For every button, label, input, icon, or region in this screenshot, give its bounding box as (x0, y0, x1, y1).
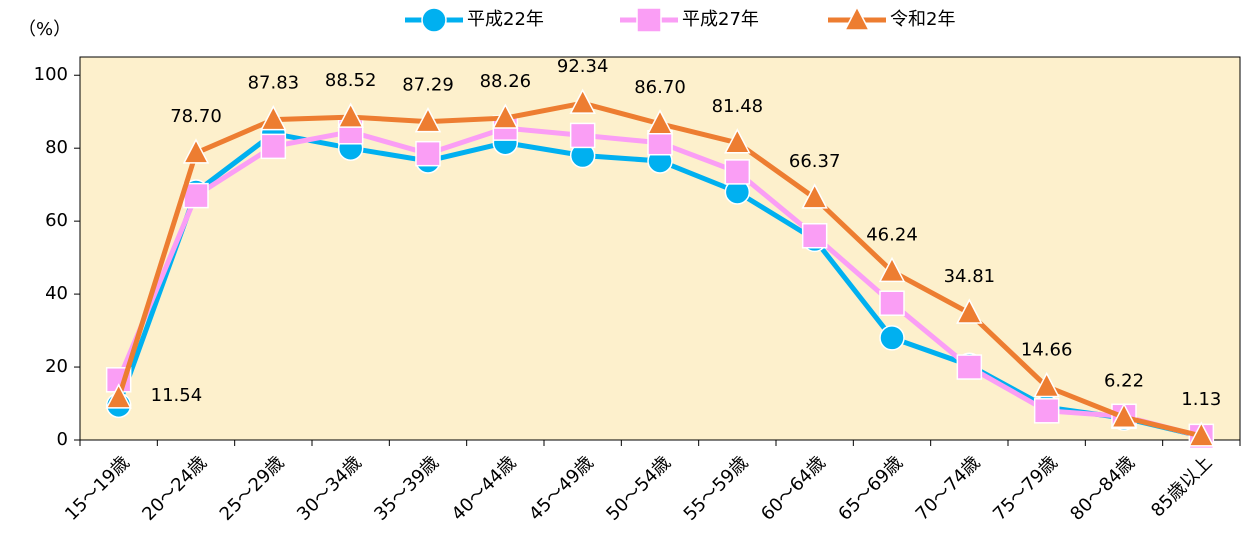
x-tick-label: 80～84歳 (1066, 452, 1139, 525)
x-tick-label: 40～44歳 (448, 452, 521, 525)
marker (879, 325, 905, 351)
legend-label: 令和2年 (890, 9, 955, 30)
x-tick-label: 55～59歳 (680, 452, 753, 525)
data-label: 87.83 (248, 73, 300, 94)
y-tick-label: 0 (57, 429, 68, 450)
data-label: 14.66 (1021, 340, 1073, 361)
data-label: 66.37 (789, 151, 841, 172)
x-tick-label: 25～29歳 (216, 452, 289, 525)
data-label: 88.26 (480, 71, 532, 92)
marker (1110, 402, 1138, 429)
marker (260, 133, 287, 160)
data-label: 88.52 (325, 70, 377, 91)
legend-label: 平成22年 (467, 9, 544, 30)
x-tick-label: 35～39歳 (370, 452, 443, 525)
x-tick-label: 45～49歳 (525, 452, 598, 525)
data-label: 78.70 (170, 106, 222, 127)
data-label: 6.22 (1104, 370, 1144, 391)
x-tick-label: 20～24歳 (138, 452, 211, 525)
x-tick-label: 60～64歳 (757, 452, 830, 525)
marker (647, 129, 673, 156)
legend-label: 平成27年 (682, 9, 759, 30)
x-tick-label: 30～34歳 (293, 452, 366, 525)
data-label: 1.13 (1181, 389, 1221, 410)
x-tick-label: 50～54歳 (602, 452, 675, 525)
marker (260, 105, 287, 131)
marker (492, 103, 519, 129)
y-tick-label: 100 (34, 64, 68, 85)
data-label: 86.70 (634, 77, 686, 98)
data-label: 46.24 (866, 224, 918, 245)
marker (569, 122, 596, 149)
marker (801, 183, 828, 209)
x-tick-label: 65～69歳 (834, 452, 907, 525)
marker (801, 222, 828, 249)
y-tick-label: 40 (45, 283, 68, 304)
legend-marker (421, 7, 447, 33)
legend-marker (636, 7, 662, 33)
marker (1188, 421, 1215, 447)
marker (569, 88, 596, 114)
y-tick-label: 80 (45, 137, 68, 158)
x-tick-label: 70～74歳 (912, 452, 985, 525)
x-tick-label: 85歳以上 (1147, 452, 1216, 521)
data-label: 87.29 (402, 75, 454, 96)
y-tick-label: 60 (45, 210, 68, 231)
marker (646, 109, 674, 135)
marker (1033, 398, 1060, 424)
marker (414, 106, 442, 133)
marker (337, 102, 364, 128)
data-label: 34.81 (944, 266, 996, 287)
marker (1033, 371, 1060, 398)
x-tick-label: 75～79歳 (989, 452, 1062, 525)
y-axis-label: （%） (18, 19, 71, 40)
data-label: 81.48 (712, 96, 764, 117)
data-label: 11.54 (151, 385, 203, 406)
legend-marker (843, 5, 871, 31)
data-label: 92.34 (557, 56, 609, 77)
marker (724, 128, 751, 154)
marker (724, 159, 751, 185)
marker (956, 354, 983, 380)
marker (956, 298, 983, 324)
marker (182, 138, 210, 164)
x-tick-label: 15～19歳 (61, 452, 134, 525)
marker (415, 140, 441, 167)
y-tick-label: 20 (45, 356, 68, 377)
marker (878, 256, 906, 283)
marker (879, 290, 905, 316)
marker (105, 383, 132, 409)
